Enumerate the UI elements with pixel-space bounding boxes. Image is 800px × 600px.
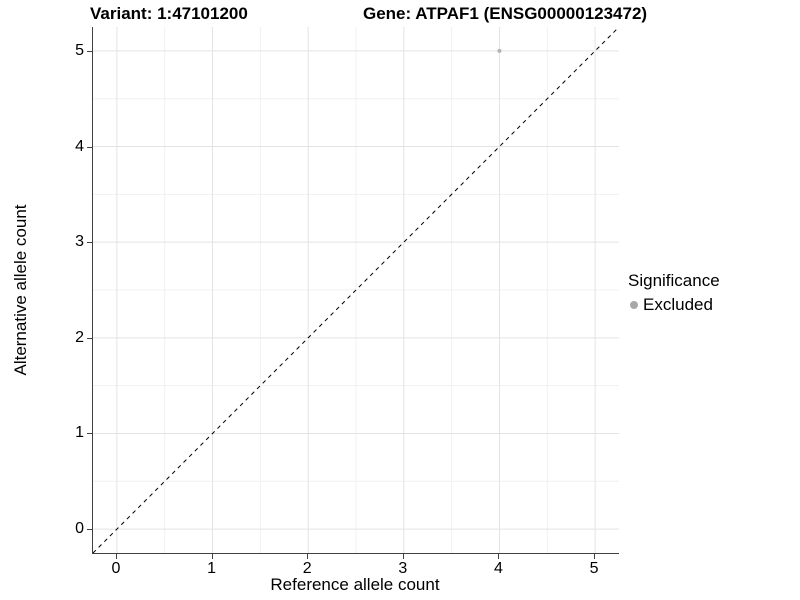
y-tick-label: 2 [75,328,84,346]
x-tick-label: 1 [207,560,216,577]
y-tick-label: 3 [75,233,84,251]
x-axis-label: Reference allele count [270,575,440,594]
x-tick-label: 2 [302,560,312,577]
x-tick-mark [211,554,213,559]
y-tick-mark [87,337,92,339]
x-tick-mark [402,554,404,559]
data-point [497,48,502,53]
identity-line [93,27,619,553]
x-tick-mark [307,554,309,559]
plot-panel [92,27,619,554]
y-tick-mark [87,433,92,435]
legend: Significance Excluded [628,271,720,315]
y-tick-mark [87,529,92,531]
y-tick-label: 4 [75,137,84,155]
legend-title: Significance [628,271,720,290]
y-tick-mark [87,242,92,244]
x-tick-mark [498,554,500,559]
y-axis-label: Alternative allele count [11,204,30,376]
y-tick-label: 1 [75,424,84,442]
x-tick-mark [594,554,596,559]
y-tick-label: 0 [75,520,84,538]
x-tick-label: 4 [494,560,503,577]
y-tick-mark [87,50,92,52]
x-tick-mark [115,554,117,559]
plot-title-gene: Gene: ATPAF1 (ENSG00000123472) [363,4,648,23]
y-tick-mark [87,146,92,148]
x-tick-label: 0 [111,560,121,577]
x-tick-label: 5 [589,560,599,577]
legend-item-excluded: Excluded [628,295,720,315]
plot-title-variant: Variant: 1:47101200 [90,4,248,23]
x-tick-label: 3 [398,560,408,577]
excluded-point-icon [630,301,638,309]
legend-item-label: Excluded [643,295,713,314]
plot-canvas [93,27,619,553]
y-tick-label: 5 [75,41,84,59]
